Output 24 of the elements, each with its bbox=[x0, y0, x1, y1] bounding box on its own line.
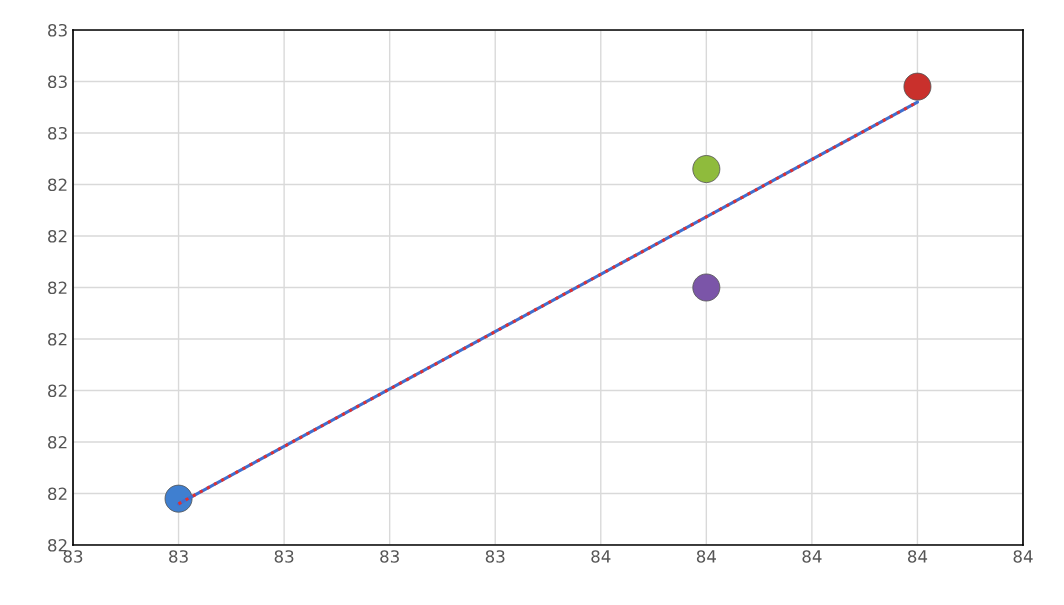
x-tick-label: 84 bbox=[591, 550, 611, 563]
y-tick-label: 82 bbox=[48, 384, 67, 398]
x-tick-label: 84 bbox=[907, 550, 928, 563]
point bbox=[903, 72, 932, 101]
point bbox=[692, 155, 721, 184]
y-tick-label: 82 bbox=[48, 281, 67, 295]
x-tick-label: 83 bbox=[169, 550, 188, 563]
y-tick-label: 82 bbox=[48, 229, 67, 243]
x-tick-label: 83 bbox=[63, 550, 83, 563]
x-tick-label: 84 bbox=[802, 550, 822, 563]
y-tick-label: 82 bbox=[48, 538, 67, 552]
y-tick-label: 82 bbox=[48, 435, 67, 449]
y-tick-label: 82 bbox=[48, 178, 67, 192]
y-tick-label: 82 bbox=[48, 487, 67, 501]
x-tick-label: 84 bbox=[1013, 550, 1033, 563]
y-tick-label: 83 bbox=[48, 23, 67, 37]
x-tick-label: 83 bbox=[274, 550, 294, 563]
y-tick-label: 83 bbox=[48, 126, 67, 140]
y-tick-label: 83 bbox=[48, 75, 67, 89]
y-tick-label: 82 bbox=[48, 332, 67, 346]
x-tick-label: 84 bbox=[696, 550, 716, 563]
x-tick-label: 83 bbox=[380, 550, 399, 563]
x-tick-label: 83 bbox=[485, 550, 505, 563]
point bbox=[692, 273, 721, 302]
